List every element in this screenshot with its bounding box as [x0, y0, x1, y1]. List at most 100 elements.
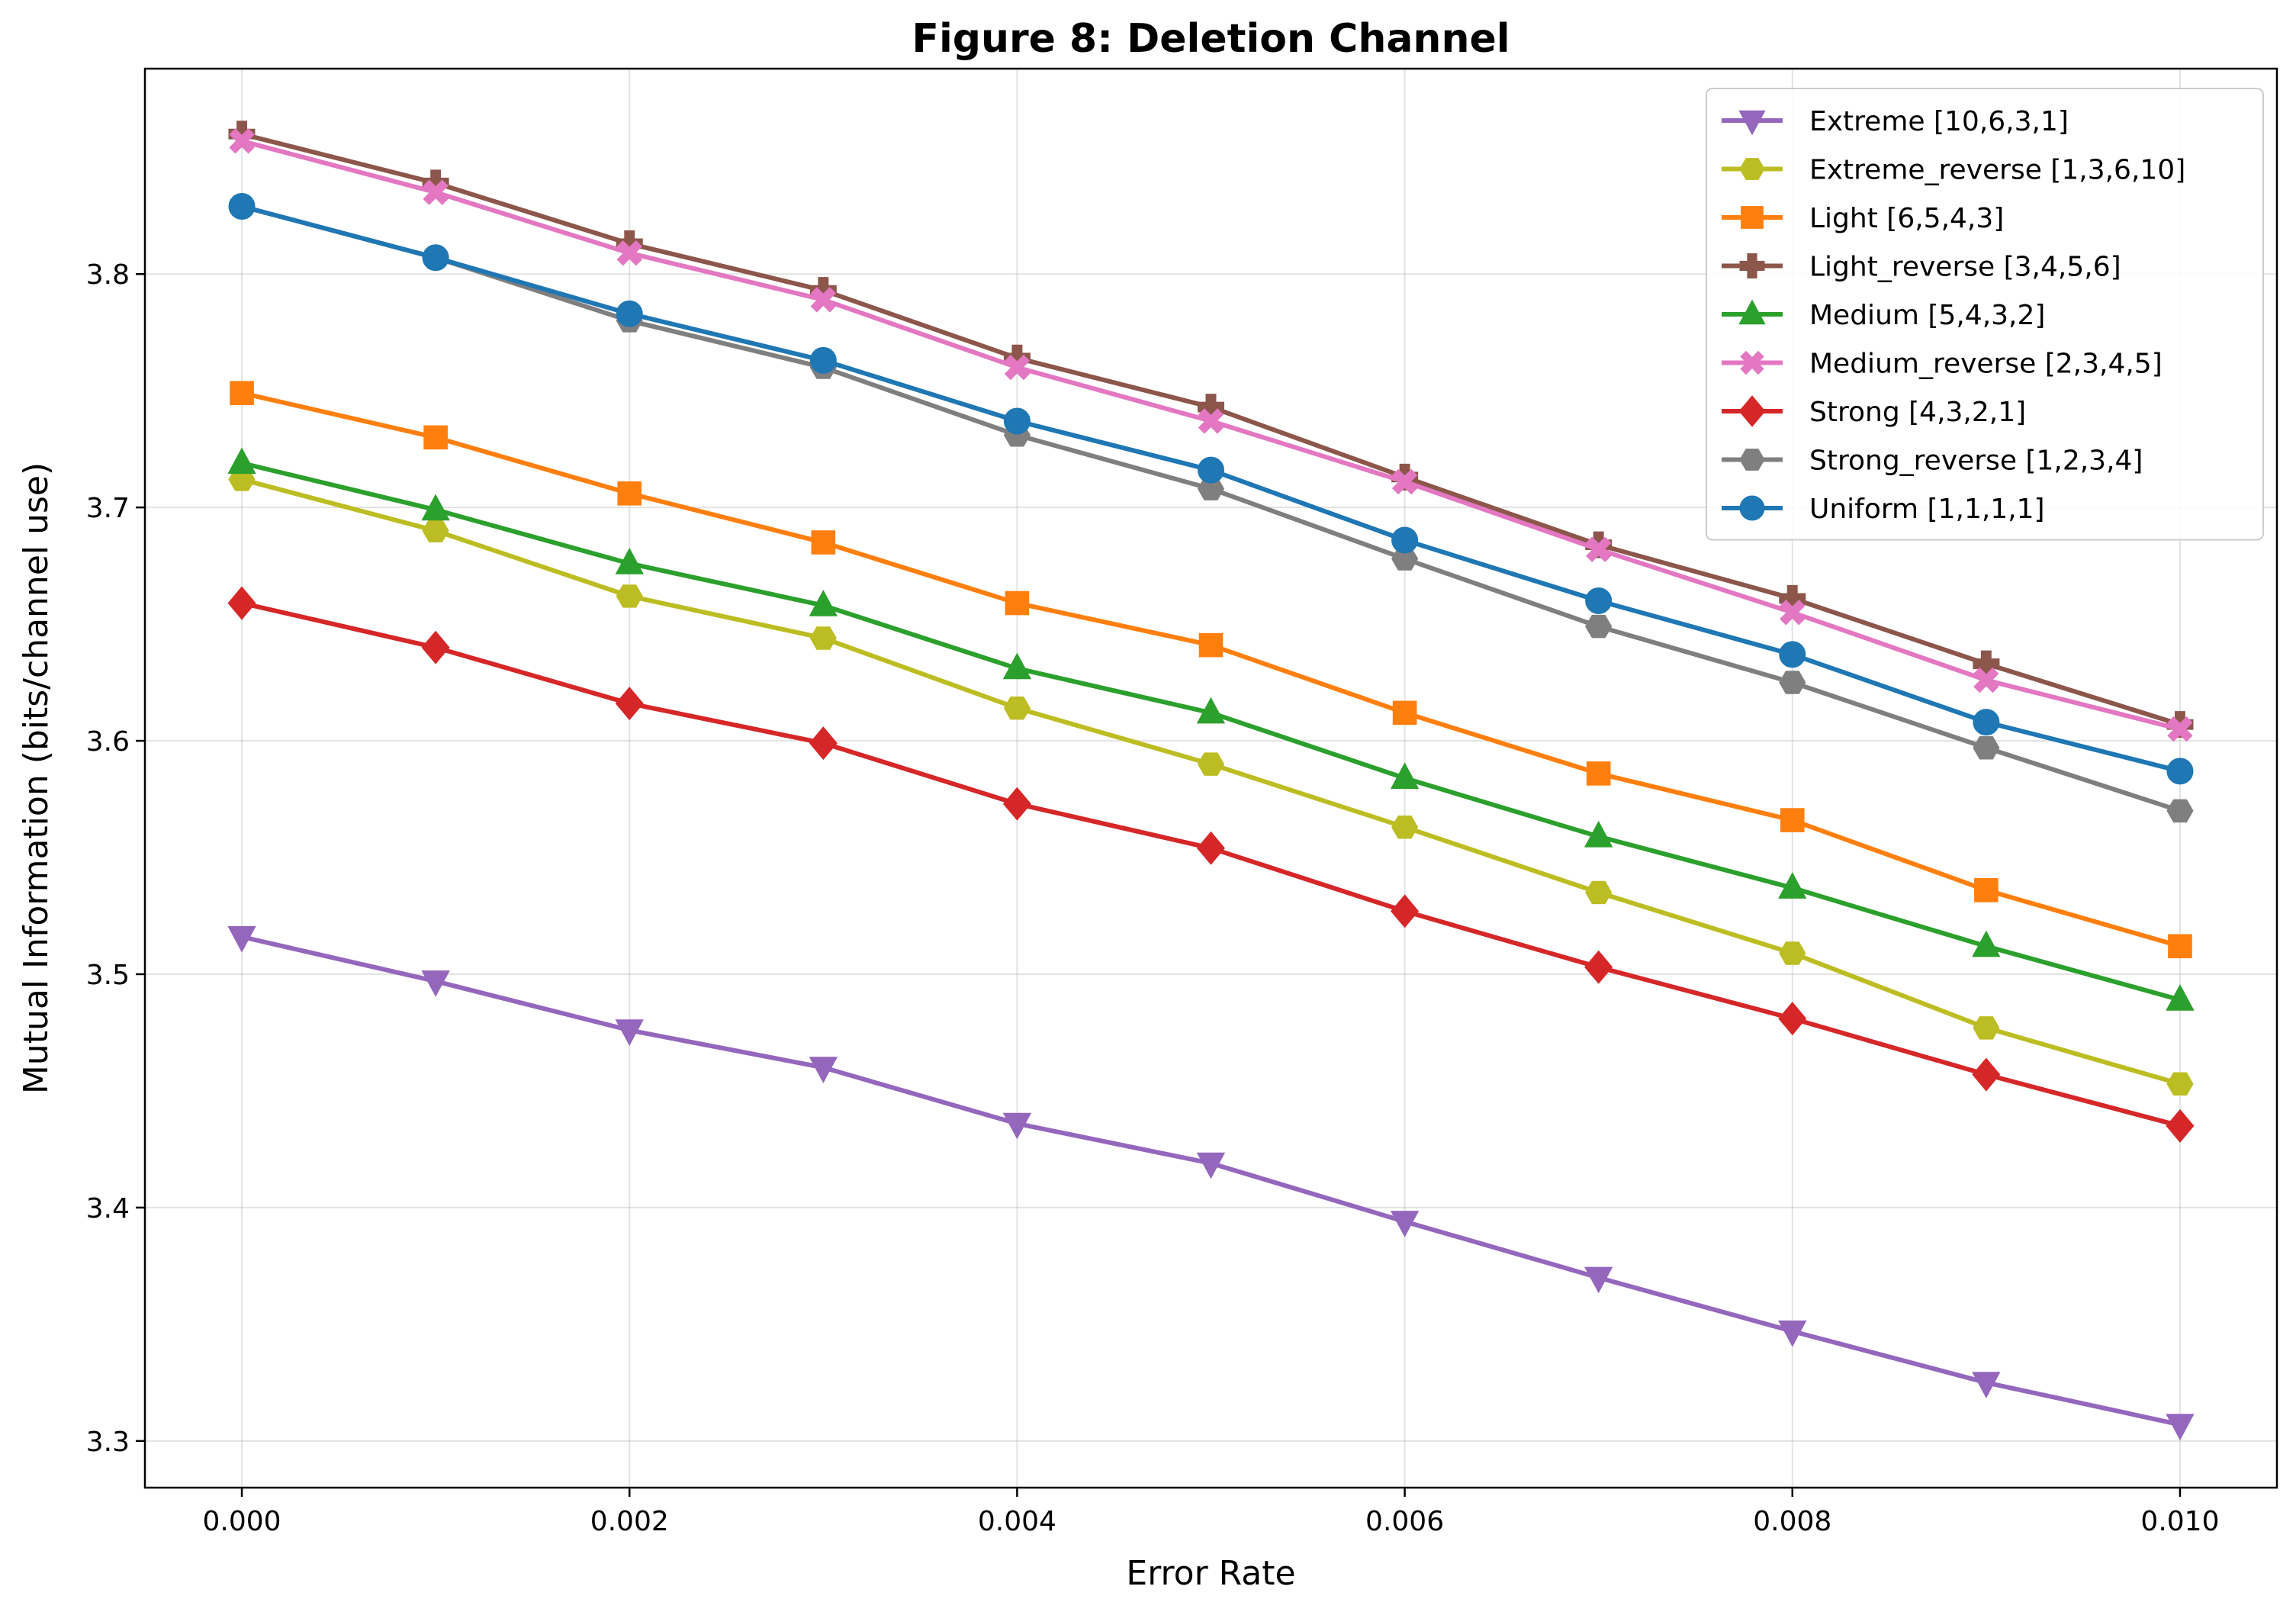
- data-point: [617, 481, 642, 506]
- legend-item: Strong [4,3,2,1]: [1722, 395, 2026, 428]
- data-point: [422, 519, 449, 542]
- data-point: [1778, 1320, 1807, 1347]
- data-point: [2166, 984, 2195, 1011]
- legend-item: Medium [5,4,3,2]: [1722, 299, 2045, 331]
- legend-box: [1706, 88, 2264, 541]
- legend-marker: [1740, 350, 1764, 375]
- data-point: [1391, 526, 1419, 554]
- series-2: [230, 381, 2192, 959]
- x-tick-label: 0.002: [590, 1506, 669, 1537]
- data-point: [1392, 700, 1417, 726]
- data-point: [229, 128, 255, 154]
- data-point: [615, 687, 644, 721]
- series-line: [241, 935, 2181, 1427]
- data-point: [809, 590, 838, 616]
- legend-label: Strong [4,3,2,1]: [1809, 397, 2026, 428]
- data-point: [616, 584, 643, 608]
- data-point: [615, 1019, 644, 1046]
- x-axis: 0.000 0.002 0.004 0.006 0.008 0.010: [203, 1488, 2219, 1537]
- data-point: [1391, 894, 1420, 928]
- data-point: [227, 447, 256, 475]
- data-point: [421, 630, 450, 664]
- data-point: [2166, 1414, 2195, 1441]
- data-point: [1390, 1211, 1420, 1237]
- x-tick-label: 0.000: [203, 1506, 281, 1537]
- data-point: [1778, 1002, 1807, 1036]
- legend-item: Light [6,5,4,3]: [1722, 203, 2004, 234]
- plot-frame: [143, 67, 2278, 1489]
- data-point: [1391, 468, 1418, 495]
- data-point: [1197, 752, 1225, 776]
- data-point: [2166, 758, 2194, 785]
- data-point: [1973, 736, 2000, 760]
- legend-marker: [1741, 206, 1764, 229]
- data-point: [1780, 600, 1806, 626]
- data-point: [809, 626, 837, 650]
- data-point: [2168, 934, 2192, 959]
- data-point: [1973, 709, 2000, 736]
- series-line: [241, 461, 2181, 1002]
- legend-label: Extreme_reverse [1,3,6,10]: [1809, 155, 2185, 186]
- x-tick-label: 0.004: [978, 1506, 1056, 1537]
- data-point: [1585, 880, 1613, 905]
- x-tick-label: 0.008: [1753, 1506, 1831, 1537]
- legend: Extreme [10,6,3,1] Extreme_reverse [1,3,6…: [1706, 88, 2264, 541]
- data-point: [1779, 671, 1806, 694]
- data-point: [227, 586, 256, 620]
- legend-label: Light [6,5,4,3]: [1809, 203, 2004, 234]
- y-tick-label: 3.8: [86, 259, 130, 291]
- data-point: [1973, 667, 1999, 693]
- data-point: [1586, 761, 1611, 786]
- legend-item: Uniform [1,1,1,1]: [1722, 494, 2045, 525]
- data-point: [423, 425, 448, 450]
- data-point: [1584, 950, 1613, 984]
- data-point: [2166, 799, 2194, 823]
- data-point: [615, 547, 644, 574]
- data-point: [421, 970, 450, 997]
- series-layer: [227, 121, 2195, 1441]
- legend-label: Extreme [10,6,3,1]: [1809, 106, 2069, 137]
- y-tick-label: 3.3: [86, 1427, 130, 1458]
- y-axis-label: Mutual Information (bits/channel use): [17, 462, 56, 1094]
- legend-item: Strong_reverse [1,2,3,4]: [1722, 446, 2143, 477]
- series-4: [227, 447, 2195, 1011]
- series-0: [227, 925, 2195, 1441]
- data-point: [1196, 697, 1226, 724]
- x-axis-label: Error Rate: [1126, 1554, 1295, 1593]
- legend-item: Extreme [10,6,3,1]: [1722, 106, 2069, 137]
- data-point: [1779, 641, 1806, 668]
- data-point: [1391, 816, 1419, 839]
- y-tick-label: 3.6: [86, 726, 130, 758]
- data-point: [1198, 632, 1224, 658]
- legend-label: Medium [5,4,3,2]: [1809, 300, 2045, 331]
- data-point: [809, 726, 838, 761]
- data-point: [616, 240, 642, 266]
- data-point: [1974, 878, 1999, 903]
- data-point: [1779, 941, 1806, 965]
- data-point: [1972, 930, 2001, 957]
- data-point: [1005, 590, 1030, 616]
- data-point: [228, 192, 256, 220]
- legend-marker: [1739, 158, 1765, 180]
- chart-title: Figure 8: Deletion Channel: [912, 16, 1510, 62]
- data-point: [1780, 808, 1805, 832]
- data-point: [1198, 408, 1224, 434]
- legend-item: Extreme_reverse [1,3,6,10]: [1722, 155, 2185, 186]
- data-point: [1585, 614, 1613, 639]
- data-point: [423, 179, 449, 205]
- data-point: [1584, 1266, 1613, 1294]
- y-axis: 3.3 3.4 3.5 3.6 3.7 3.8: [86, 259, 145, 1458]
- legend-label: Uniform [1,1,1,1]: [1809, 494, 2045, 525]
- data-point: [1585, 536, 1612, 562]
- legend-marker: [1738, 299, 1766, 325]
- series-6: [227, 586, 2195, 1143]
- legend-label: Strong_reverse [1,2,3,4]: [1809, 446, 2143, 477]
- legend-marker: [1738, 395, 1766, 427]
- legend-marker: [1738, 110, 1766, 136]
- data-point: [1972, 1372, 2001, 1398]
- data-point: [230, 381, 254, 406]
- series-1: [228, 468, 2194, 1096]
- y-tick-label: 3.4: [86, 1193, 130, 1224]
- data-point: [810, 287, 837, 313]
